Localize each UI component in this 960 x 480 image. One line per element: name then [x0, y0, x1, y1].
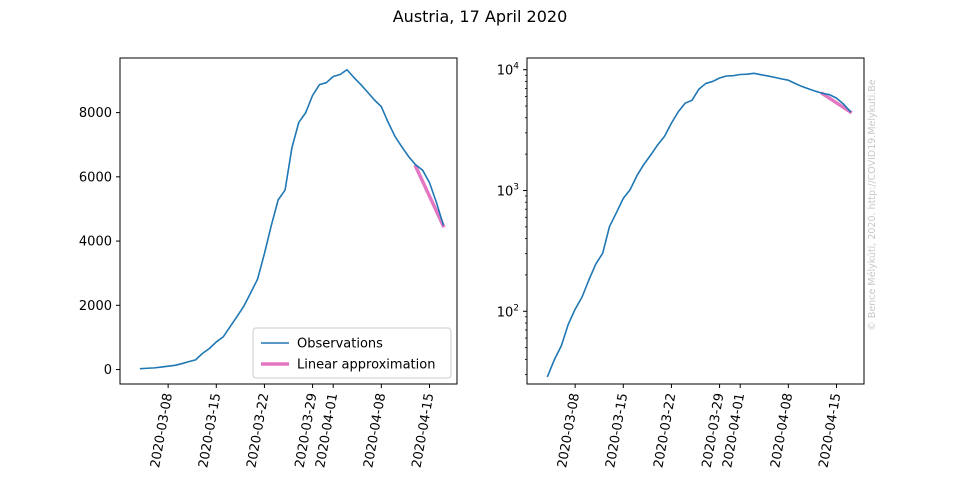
y-tick-label-exponent: 2 — [513, 303, 519, 313]
linear-approximation-line — [820, 91, 853, 115]
axes-frame — [526, 57, 865, 385]
figure-title: Austria, 17 April 2020 — [393, 7, 568, 26]
y-tick-label: 4000 — [79, 235, 112, 250]
x-tick-label: 2020-04-15 — [410, 392, 438, 469]
y-tick-label: 103 — [497, 182, 519, 199]
x-tick-label: 2020-03-15 — [603, 392, 631, 469]
x-tick-label: 2020-04-15 — [817, 392, 845, 469]
y-tick-label: 102 — [497, 303, 519, 320]
y-tick-label-base: 10 — [497, 184, 514, 199]
linear-approximation-line — [413, 164, 446, 228]
y-tick-label-exponent: 4 — [513, 62, 519, 72]
x-tick-label: 2020-04-08 — [361, 392, 389, 469]
x-tick-label: 2020-03-22 — [244, 392, 272, 469]
legend-label-fit: Linear approximation — [297, 358, 435, 373]
x-tick-label: 2020-03-15 — [196, 392, 224, 469]
observations-line — [546, 72, 852, 378]
y-tick-label-exponent: 3 — [513, 182, 519, 192]
observations-line — [139, 68, 445, 370]
y-tick-label: 104 — [497, 62, 520, 79]
y-tick-label-base: 10 — [497, 64, 514, 79]
y-tick-label-base: 10 — [497, 305, 514, 320]
x-tick-label: 2020-04-08 — [768, 392, 796, 469]
y-tick-label: 0 — [104, 363, 112, 378]
x-tick-label: 2020-03-22 — [651, 392, 679, 469]
legend-label-observations: Observations — [297, 337, 383, 352]
y-tick-label: 8000 — [79, 106, 112, 121]
x-tick-label: 2020-03-08 — [555, 392, 583, 469]
axes-frame — [119, 57, 458, 385]
legend-box — [252, 327, 452, 379]
y-tick-label: 2000 — [79, 299, 112, 314]
copyright-watermark: © Bence Mélykúti, 2020. http://COVID19.M… — [867, 79, 878, 330]
y-tick-label: 6000 — [79, 170, 112, 185]
linear-scale-panel: 0 2000 4000 6000 8000 2020-03-08 2020-03-15 202… — [79, 57, 458, 469]
x-tick-label: 2020-03-08 — [148, 392, 176, 469]
